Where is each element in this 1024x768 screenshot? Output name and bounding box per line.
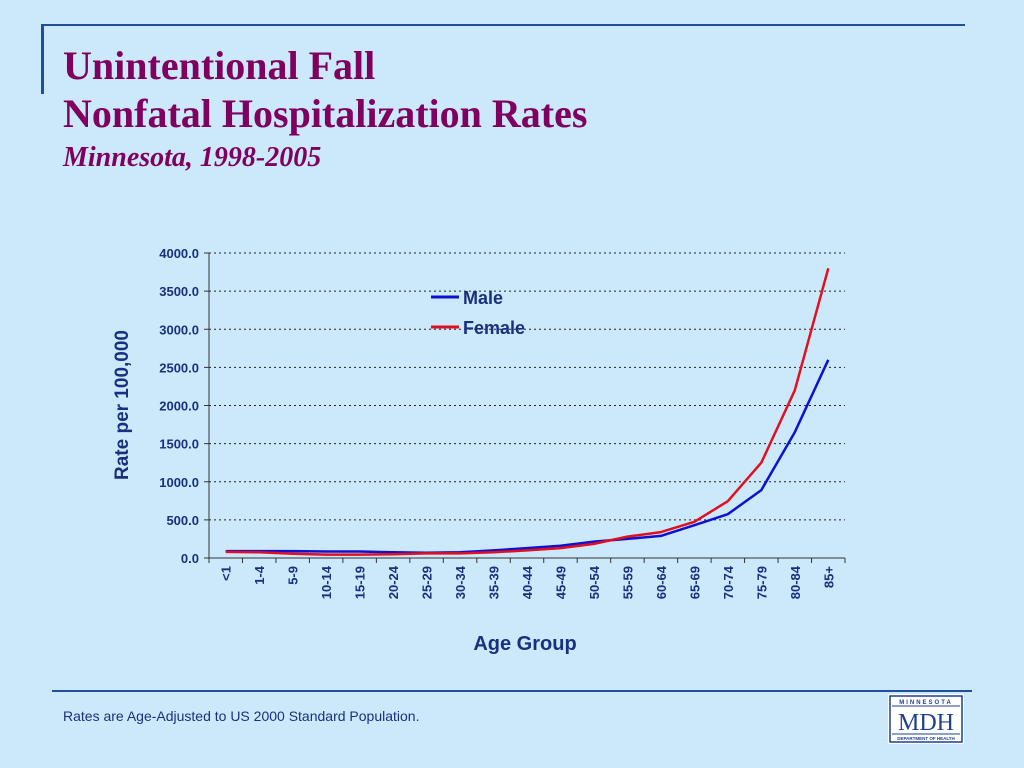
- legend-male-label: Male: [463, 288, 503, 308]
- logo-bottom-text: DEPARTMENT OF HEALTH: [897, 736, 955, 741]
- x-tick-label: 40-44: [520, 565, 535, 599]
- series-lines: [225, 267, 830, 556]
- y-tick-labels: 0.0 500.0 1000.0 1500.0 2000.0 2500.0 3000.0 35…: [159, 246, 199, 566]
- y-tick-label: 1500.0: [159, 437, 199, 452]
- top-rule: [41, 24, 965, 26]
- footer-rule: [52, 690, 972, 692]
- axes: [204, 252, 846, 563]
- x-tick-label: 60-64: [654, 565, 669, 599]
- x-tick-label: 5-9: [286, 566, 301, 585]
- x-tick-label: 85+: [821, 566, 836, 588]
- x-tick-labels: <1 1-4 5-9 10-14 15-19 20-24 25-29 30-34 35-39 40…: [219, 565, 837, 599]
- left-rule: [41, 24, 44, 94]
- x-tick-label: 1-4: [252, 565, 267, 585]
- y-tick-label: 2000.0: [159, 399, 199, 414]
- y-tick-label: 500.0: [166, 513, 199, 528]
- slide-title-line2: Nonfatal Hospitalization Rates: [63, 91, 588, 136]
- y-tick-label: 1000.0: [159, 475, 199, 490]
- mdh-logo: MINNESOTA MDH DEPARTMENT OF HEALTH: [888, 694, 964, 744]
- x-tick-label: 80-84: [788, 565, 803, 599]
- y-tick-label: 0.0: [181, 551, 199, 566]
- x-tick-label: 25-29: [420, 566, 435, 599]
- grid-lines: [209, 252, 845, 521]
- y-tick-label: 3500.0: [159, 284, 199, 299]
- male-series-line: [225, 359, 830, 554]
- x-tick-label: 75-79: [754, 566, 769, 599]
- y-tick-label: 2500.0: [159, 360, 199, 375]
- x-tick-label: 20-24: [386, 565, 401, 599]
- x-tick-label: 35-39: [487, 566, 502, 599]
- legend: Male Female: [431, 288, 525, 338]
- slide-title-line1: Unintentional Fall: [63, 43, 376, 88]
- x-tick-label: <1: [219, 566, 234, 581]
- x-tick-label: 55-59: [620, 566, 635, 599]
- x-tick-label: 30-34: [453, 565, 468, 599]
- footnote: Rates are Age-Adjusted to US 2000 Standa…: [63, 708, 420, 724]
- legend-female-label: Female: [463, 318, 525, 338]
- x-tick-label: 45-49: [553, 566, 568, 599]
- y-axis-label: Rate per 100,000: [112, 330, 133, 480]
- x-tick-label: 10-14: [319, 565, 334, 599]
- logo-top-text: MINNESOTA: [899, 700, 953, 706]
- x-tick-label: 15-19: [353, 566, 368, 599]
- y-tick-label: 3000.0: [159, 322, 199, 337]
- x-tick-label: 65-69: [687, 566, 702, 599]
- title-block: Unintentional Fall Nonfatal Hospitalizat…: [63, 42, 587, 178]
- x-tick-label: 70-74: [721, 565, 736, 599]
- x-axis-label: Age Group: [473, 633, 576, 655]
- line-chart: 0.0 500.0 1000.0 1500.0 2000.0 2500.0 3000.0 35…: [112, 246, 846, 655]
- female-series-line: [225, 267, 830, 556]
- y-tick-label: 4000.0: [159, 246, 199, 261]
- logo-main-text: MDH: [898, 710, 954, 736]
- x-tick-label: 50-54: [587, 565, 602, 599]
- slide-subtitle: Minnesota, 1998-2005: [63, 142, 322, 173]
